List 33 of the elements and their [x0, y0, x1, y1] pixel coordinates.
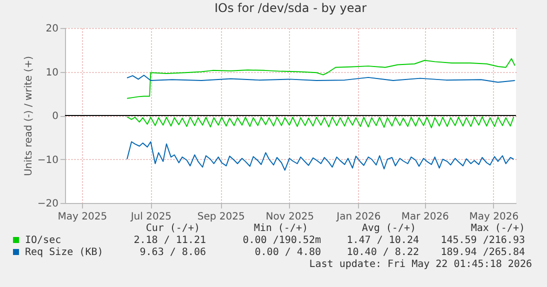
- text: Max (-/+): [470, 223, 525, 234]
- x-tick-label: May 2025: [58, 212, 108, 222]
- y-tick-label: 10: [46, 67, 58, 78]
- legend-label: Req Size (KB): [25, 247, 104, 258]
- chart-title: IOs for /dev/sda - by year: [214, 1, 367, 15]
- line-series: [126, 58, 516, 99]
- line-series: [126, 141, 514, 171]
- y-axis-title: Units read (-) / write (+): [23, 56, 34, 176]
- text: Avg (-/+): [362, 223, 416, 234]
- text: 2.18 / 11.21: [134, 235, 206, 246]
- y-tick-label: 0: [52, 111, 58, 122]
- text: Min (-/+): [254, 223, 308, 234]
- x-tick-label: May 2026: [469, 212, 519, 222]
- text: Last update: Fri May 22 01:45:18 2026: [309, 259, 532, 270]
- text: Cur (-/+): [146, 223, 200, 234]
- y-tick-label: −20: [37, 198, 58, 210]
- legend-label: IO/sec: [25, 235, 62, 246]
- text: 0.00 / 4.80: [254, 247, 321, 258]
- x-tick-label: Jul 2025: [130, 212, 172, 222]
- text: 10.40 / 8.22: [346, 247, 419, 258]
- y-tick-label: −10: [37, 154, 58, 166]
- line-series: [126, 74, 516, 83]
- text: 0.00 /190.52m: [242, 235, 321, 246]
- y-tick-label: 20: [46, 24, 58, 34]
- text: 1.47 / 10.24: [346, 235, 419, 246]
- text: 189.94 /265.84: [440, 247, 525, 258]
- x-tick-label: Jan 2026: [336, 212, 381, 222]
- x-tick-label: Mar 2026: [401, 212, 449, 222]
- text: 145.59 /216.93: [440, 235, 525, 246]
- text: 9.63 / 8.06: [140, 247, 206, 258]
- x-tick-label: Sep 2025: [197, 212, 245, 222]
- line-series: [126, 116, 514, 128]
- x-tick-label: Nov 2025: [266, 212, 314, 222]
